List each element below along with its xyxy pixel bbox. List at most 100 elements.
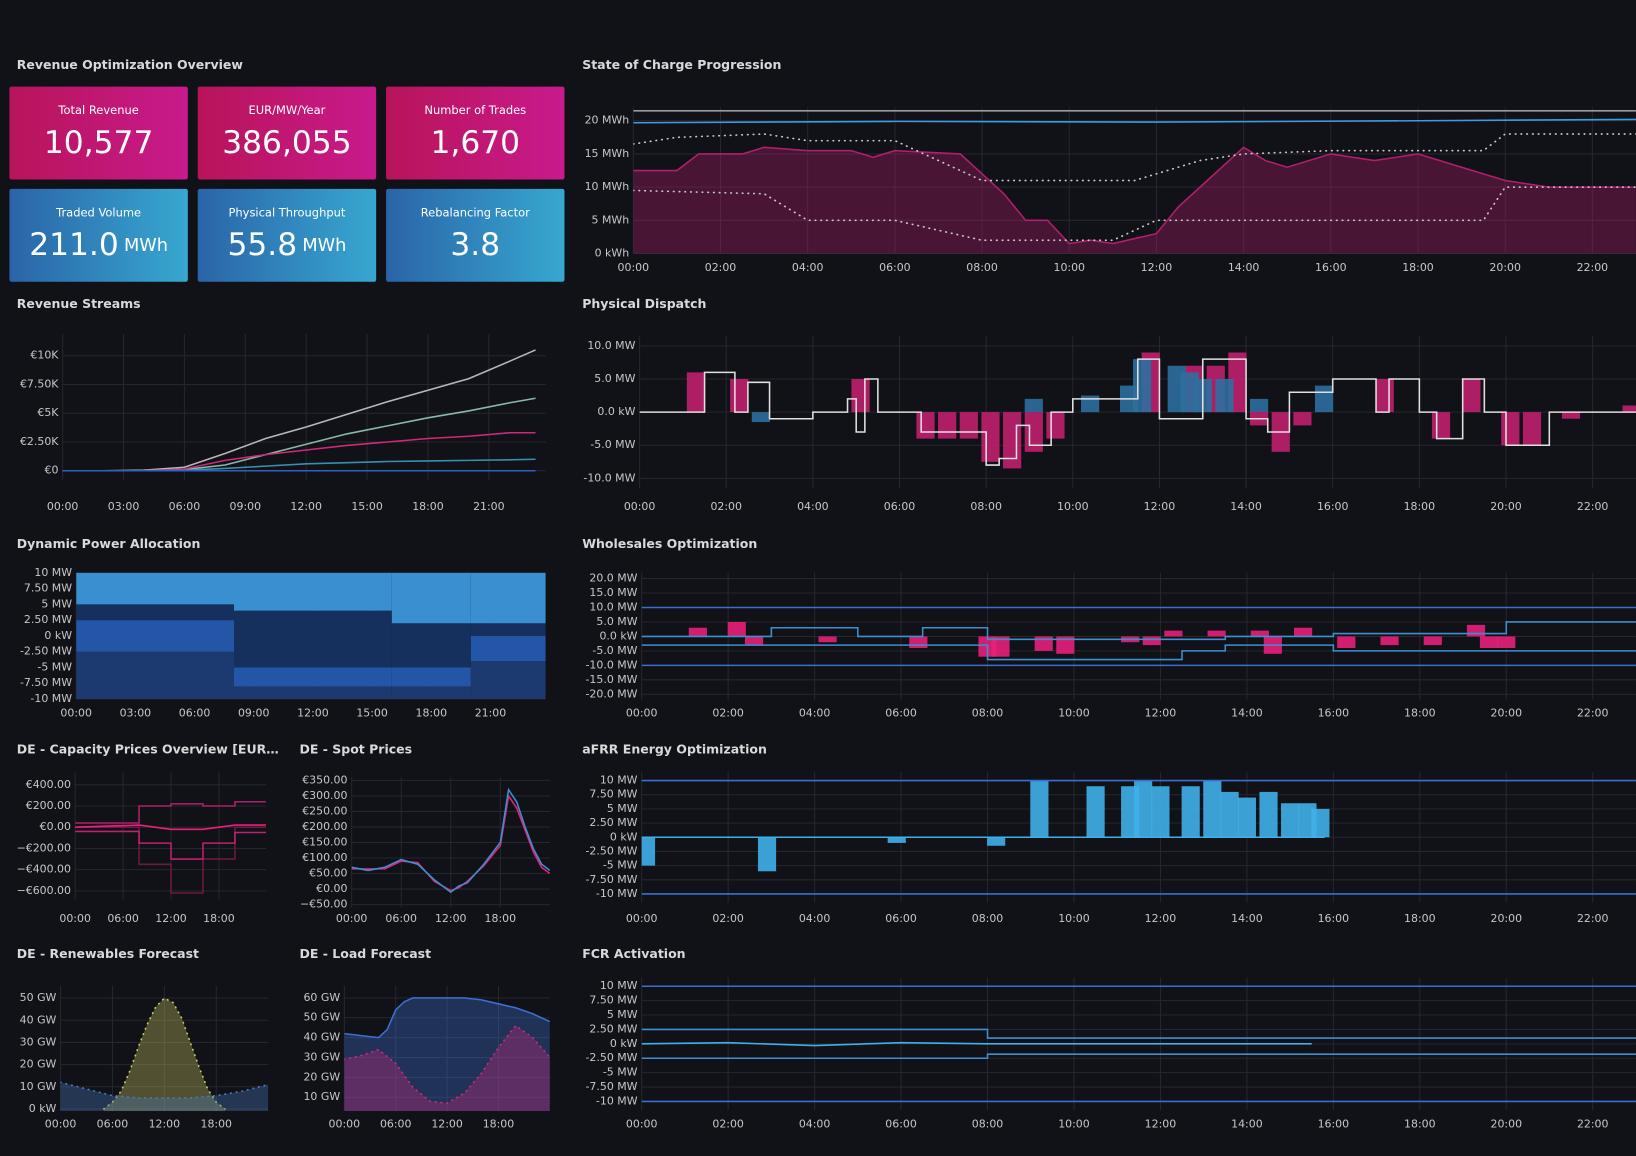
x-tick-label: 20:00 bbox=[1489, 261, 1521, 274]
x-tick-label: 16:00 bbox=[1315, 261, 1347, 274]
stat-number: 55.8 bbox=[227, 227, 297, 263]
x-tick-label: 12:00 bbox=[1145, 912, 1177, 925]
bar bbox=[1337, 636, 1356, 648]
y-tick-label: -7.50 MW bbox=[585, 1080, 637, 1093]
x-tick-label: 18:00 bbox=[485, 912, 517, 925]
y-tick-label: 0 kW bbox=[29, 1102, 57, 1115]
y-tick-label: 2.50 MW bbox=[589, 816, 637, 829]
y-tick-label: 30 GW bbox=[303, 1050, 340, 1063]
bar bbox=[1314, 385, 1334, 413]
series-line bbox=[633, 186, 1636, 242]
y-tick-label: −€600.00 bbox=[17, 884, 71, 897]
x-tick-label: 22:00 bbox=[1577, 707, 1609, 720]
y-tick-label: 0 kW bbox=[44, 629, 72, 642]
x-tick-label: 12:00 bbox=[431, 1118, 463, 1131]
x-tick-label: 00:00 bbox=[626, 1118, 658, 1131]
bar bbox=[744, 636, 764, 646]
bar bbox=[1203, 780, 1222, 838]
bar bbox=[751, 412, 770, 423]
bar bbox=[1151, 786, 1170, 838]
series-line bbox=[641, 1041, 1312, 1047]
x-tick-label: 22:00 bbox=[1577, 500, 1609, 513]
bar bbox=[757, 837, 777, 872]
plot-area bbox=[76, 572, 546, 700]
x-tick-label: 00:00 bbox=[329, 1118, 361, 1131]
stack-segment bbox=[391, 623, 471, 668]
x-tick-label: 03:00 bbox=[120, 707, 152, 720]
x-tick-label: 14:00 bbox=[1228, 261, 1260, 274]
panel-title: aFRR Energy Optimization bbox=[582, 742, 767, 757]
x-tick-label: 16:00 bbox=[1317, 500, 1349, 513]
series-line bbox=[75, 830, 267, 860]
stack-segment bbox=[76, 604, 235, 621]
y-tick-label: 10.0 MW bbox=[587, 339, 635, 352]
bar bbox=[1479, 636, 1499, 648]
area-fill bbox=[344, 997, 550, 1112]
y-tick-label: €0.00 bbox=[40, 820, 71, 833]
x-tick-label: 18:00 bbox=[1404, 707, 1436, 720]
stat-tile bbox=[9, 86, 188, 180]
y-tick-label: €200.00 bbox=[26, 799, 71, 812]
stack-segment bbox=[391, 667, 471, 687]
y-tick-label: -2.50 MW bbox=[585, 844, 637, 857]
x-tick-label: 12:00 bbox=[1141, 261, 1173, 274]
bar bbox=[851, 378, 870, 413]
stack-segment bbox=[470, 635, 546, 662]
stat-value: 10,577 bbox=[44, 125, 153, 161]
x-tick-label: 18:00 bbox=[483, 1118, 515, 1131]
stat-tile bbox=[386, 188, 565, 282]
x-tick-label: 04:00 bbox=[799, 707, 831, 720]
x-tick-label: 14:00 bbox=[1231, 1118, 1263, 1131]
bar bbox=[1142, 636, 1161, 646]
x-tick-label: 06:00 bbox=[97, 1118, 129, 1131]
bar bbox=[1181, 786, 1200, 838]
y-tick-label: €400.00 bbox=[26, 778, 71, 791]
bar bbox=[1497, 636, 1516, 648]
series-line bbox=[639, 358, 1636, 466]
x-tick-label: 12:00 bbox=[155, 912, 187, 925]
y-tick-label: -7.50 MW bbox=[20, 676, 72, 689]
stat-value: 3.8 bbox=[450, 227, 500, 263]
x-tick-label: 00:00 bbox=[59, 912, 91, 925]
x-tick-label: 10:00 bbox=[1053, 261, 1085, 274]
stack-segment bbox=[234, 667, 392, 687]
x-tick-label: 18:00 bbox=[1404, 1118, 1436, 1131]
panel-title: DE - Renewables Forecast bbox=[17, 946, 199, 961]
y-tick-label: -10 MW bbox=[30, 692, 72, 705]
area-fill bbox=[60, 1082, 269, 1112]
y-tick-label: €200.00 bbox=[302, 820, 347, 833]
y-tick-label: -2.50 MW bbox=[20, 645, 72, 658]
bar bbox=[959, 412, 978, 439]
y-tick-label: €350.00 bbox=[302, 773, 347, 786]
panel-title: FCR Activation bbox=[582, 946, 685, 961]
stat-tile bbox=[197, 188, 377, 282]
x-tick-label: 00:00 bbox=[45, 1118, 77, 1131]
plot-area bbox=[60, 997, 269, 1112]
y-tick-label: 5 MWh bbox=[592, 213, 630, 226]
x-tick-label: 18:00 bbox=[1404, 912, 1436, 925]
y-tick-label: 0 kW bbox=[610, 830, 638, 843]
stack-segment bbox=[470, 572, 546, 624]
stat-number: 1,670 bbox=[430, 125, 520, 161]
bar bbox=[1423, 636, 1442, 646]
panel-title: Physical Dispatch bbox=[582, 296, 706, 311]
x-tick-label: 12:00 bbox=[297, 707, 329, 720]
plot-area bbox=[641, 985, 1636, 1103]
y-tick-label: 10 MW bbox=[600, 774, 638, 787]
stack-segment bbox=[470, 661, 546, 700]
y-tick-label: €300.00 bbox=[302, 789, 347, 802]
y-tick-label: 20 MWh bbox=[585, 114, 630, 127]
x-tick-label: 06:00 bbox=[385, 912, 417, 925]
x-tick-label: 00:00 bbox=[626, 707, 658, 720]
stat-label: Number of Trades bbox=[424, 103, 526, 117]
y-tick-label: −€400.00 bbox=[17, 863, 71, 876]
x-tick-label: 08:00 bbox=[972, 1118, 1004, 1131]
x-tick-label: 18:00 bbox=[203, 912, 235, 925]
x-tick-label: 02:00 bbox=[710, 500, 742, 513]
x-tick-label: 04:00 bbox=[797, 500, 829, 513]
y-tick-label: 40 GW bbox=[303, 1031, 340, 1044]
x-tick-label: 06:00 bbox=[179, 707, 211, 720]
bar bbox=[1081, 395, 1100, 413]
x-tick-label: 02:00 bbox=[712, 912, 744, 925]
bar bbox=[1134, 780, 1153, 838]
